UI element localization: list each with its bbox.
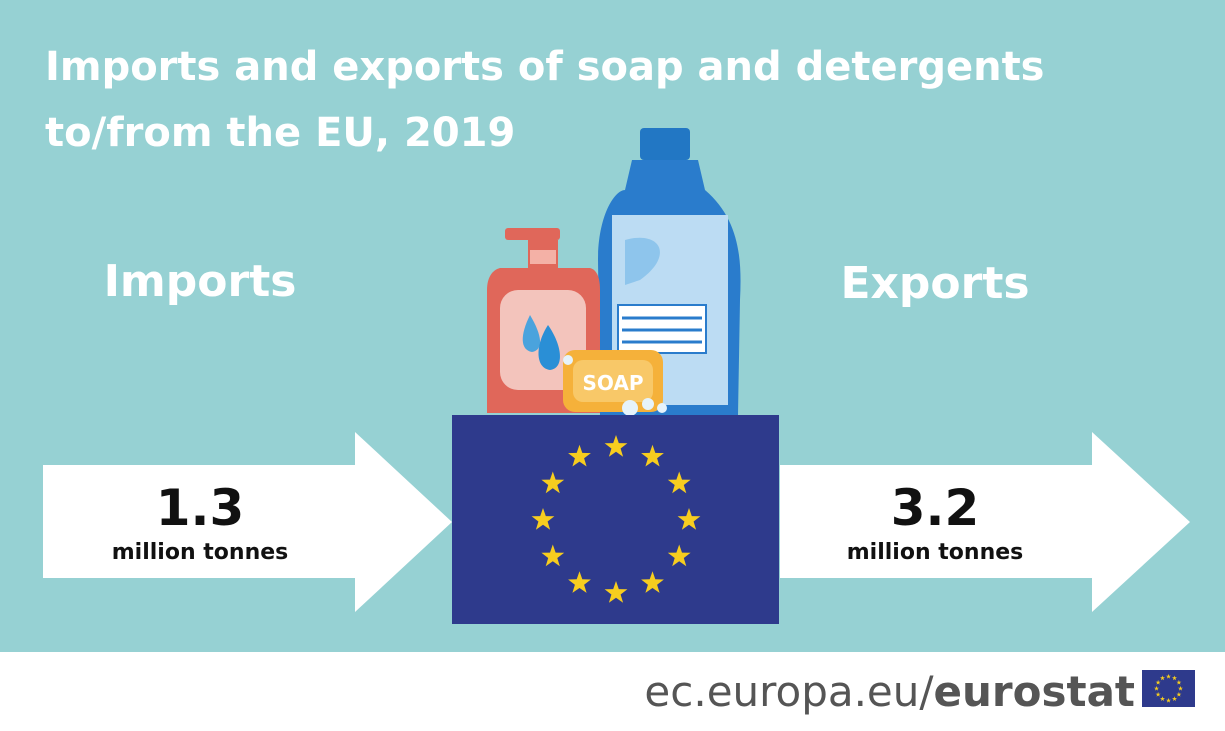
star [641,571,664,593]
footer-link: ec.europa.eu/eurostat [644,667,1135,716]
exports-arrow [780,432,1190,612]
imports-label: Imports [104,256,297,307]
star [541,544,565,567]
footer-site: ec.europa.eu/ [644,667,934,716]
title-line: Imports and exports of soap and detergen… [45,44,1045,90]
soap-bar: SOAP [563,350,667,416]
star [667,471,691,494]
eu-stars [531,435,701,603]
title-line: to/from the EU, 2019 [45,110,515,156]
exports-label: Exports [840,258,1029,309]
exports-value: 3.2 [891,479,980,537]
star [568,444,591,467]
footer-brand: eurostat [934,667,1135,716]
imports-arrow [43,432,452,612]
star [1166,673,1171,679]
soap-label: SOAP [582,371,643,395]
star [1166,697,1171,703]
star [1160,696,1165,701]
eu-logo-stars [1154,673,1183,703]
star [667,544,691,567]
exports-unit: million tonnes [847,540,1024,565]
star [1155,691,1161,697]
imports-value: 1.3 [156,479,245,537]
imports-unit: million tonnes [112,540,289,565]
star [1160,675,1165,681]
star [1178,685,1183,691]
star [1172,696,1177,701]
star [1176,679,1182,685]
star [568,571,591,593]
star [641,444,664,467]
star [1155,679,1161,685]
star [1176,691,1182,697]
star [1154,685,1159,691]
star [604,435,628,457]
star [677,508,701,530]
star [1172,675,1177,681]
star [531,508,555,530]
star [604,581,628,603]
footer-background [0,652,1225,727]
star [541,471,565,494]
